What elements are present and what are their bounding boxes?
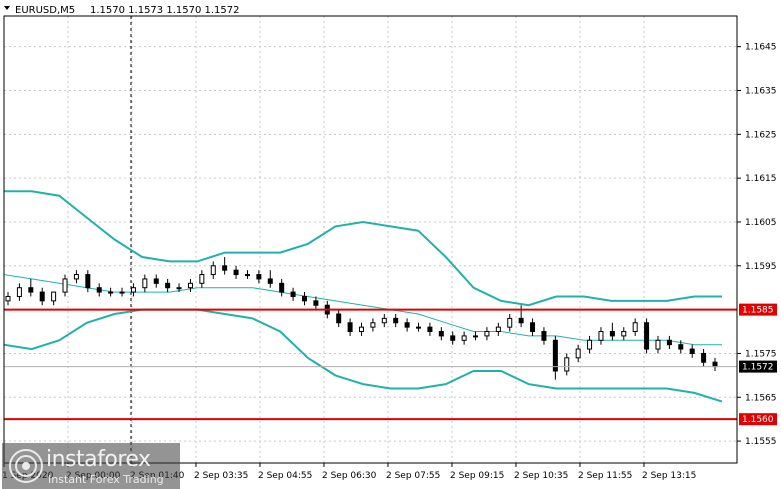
candle: [393, 314, 399, 328]
candle: [222, 257, 228, 275]
level-badge-label: 1.1560: [742, 415, 774, 425]
candle: [678, 340, 684, 354]
y-tick-label: 1.1625: [745, 130, 777, 140]
candle: [199, 270, 205, 288]
candle: [187, 278, 193, 293]
candle: [438, 327, 444, 341]
candle: [416, 322, 422, 332]
candle: [28, 278, 34, 297]
x-tick-label: 2 Sep 04:55: [258, 471, 312, 481]
plot-frame: [3, 15, 738, 464]
dropdown-triangle-icon[interactable]: [4, 6, 10, 10]
logo-tagline: Instant Forex Trading: [48, 473, 164, 486]
current-price-badge: [739, 360, 777, 373]
band-upper-line: [4, 190, 722, 307]
ohlc-values: 1.1570 1.1573 1.1570 1.1572: [90, 5, 240, 16]
candle: [507, 314, 513, 332]
candle: [450, 331, 456, 345]
candle: [244, 270, 250, 279]
candle: [108, 287, 114, 297]
candle: [621, 327, 627, 341]
candle: [279, 278, 285, 297]
candle: [530, 318, 536, 336]
candle: [609, 322, 615, 341]
level-badge: [739, 413, 777, 426]
candle: [575, 344, 581, 363]
candle: [256, 270, 262, 284]
x-tick-label: 2 Sep 06:30: [322, 471, 377, 481]
candle: [461, 331, 467, 345]
x-tick-label: 2 Sep 13:15: [642, 471, 696, 481]
candle: [370, 318, 376, 332]
candle: [176, 283, 182, 293]
candle: [233, 265, 239, 279]
candle: [666, 335, 672, 350]
candle: [153, 274, 159, 288]
candle: [689, 344, 695, 358]
logo-brand: instaforex: [46, 447, 151, 472]
candle: [39, 287, 45, 306]
candle: [119, 287, 125, 297]
candle: [495, 322, 501, 336]
candle: [62, 274, 68, 297]
candle: [301, 292, 307, 306]
candle: [142, 274, 148, 293]
x-tick-label: 2 Sep 09:15: [450, 471, 504, 481]
candle: [336, 309, 342, 328]
candle: [484, 327, 490, 341]
candle: [210, 261, 216, 279]
band-lower-line: [3, 308, 723, 403]
candle: [130, 283, 136, 297]
instaforex-logo: instaforex Instant Forex Trading: [2, 443, 180, 489]
candle: [552, 335, 558, 380]
candle: [290, 287, 296, 301]
chart-grid: [3, 16, 737, 463]
candle: [404, 318, 410, 332]
candle: [644, 318, 650, 354]
candle: [313, 296, 319, 310]
level-badge: [739, 303, 777, 316]
candle: [51, 291, 57, 306]
candle: [427, 322, 433, 336]
candle: [564, 353, 570, 376]
candle: [598, 327, 604, 345]
candle: [655, 335, 661, 354]
y-tick-label: 1.1645: [745, 43, 777, 53]
candle: [381, 314, 387, 328]
candle: [359, 322, 364, 336]
x-tick-label: 2 Sep 10:35: [514, 471, 568, 481]
candle: [5, 292, 11, 306]
logo-icon: [9, 449, 43, 483]
candle: [347, 318, 353, 336]
price-axis: 1.1645 1.1635 1.1625 1.1615 1.1605 1.1595 1.15…: [737, 43, 777, 447]
y-tick-label: 1.1565: [745, 393, 777, 403]
x-tick-label: 2 Sep 11:55: [578, 471, 632, 481]
y-tick-label: 1.1575: [745, 349, 777, 359]
x-tick-label: 2 Sep 03:35: [194, 471, 248, 481]
candle: [96, 283, 102, 297]
candle: [587, 335, 593, 354]
candle: [73, 270, 79, 284]
candle: [16, 283, 22, 301]
current-price-label: 1.1572: [742, 363, 774, 373]
symbol-label: EURUSD,M5: [15, 5, 75, 16]
candle: [701, 349, 707, 367]
candle: [85, 270, 91, 293]
y-tick-label: 1.1615: [745, 174, 777, 184]
y-tick-label: 1.1595: [745, 262, 777, 272]
level-badge-label: 1.1585: [742, 306, 774, 316]
y-tick-label: 1.1635: [745, 87, 777, 97]
candle: [165, 278, 171, 293]
y-tick-label: 1.1555: [745, 437, 777, 447]
candle: [541, 327, 547, 345]
x-tick-label: 2 Sep 07:55: [386, 471, 440, 481]
y-tick-label: 1.1605: [745, 218, 777, 228]
candle: [267, 270, 273, 288]
price-levels: 1.1585 1.1560 1.1572: [4, 303, 777, 426]
candle: [473, 331, 479, 341]
candle: [632, 318, 638, 336]
